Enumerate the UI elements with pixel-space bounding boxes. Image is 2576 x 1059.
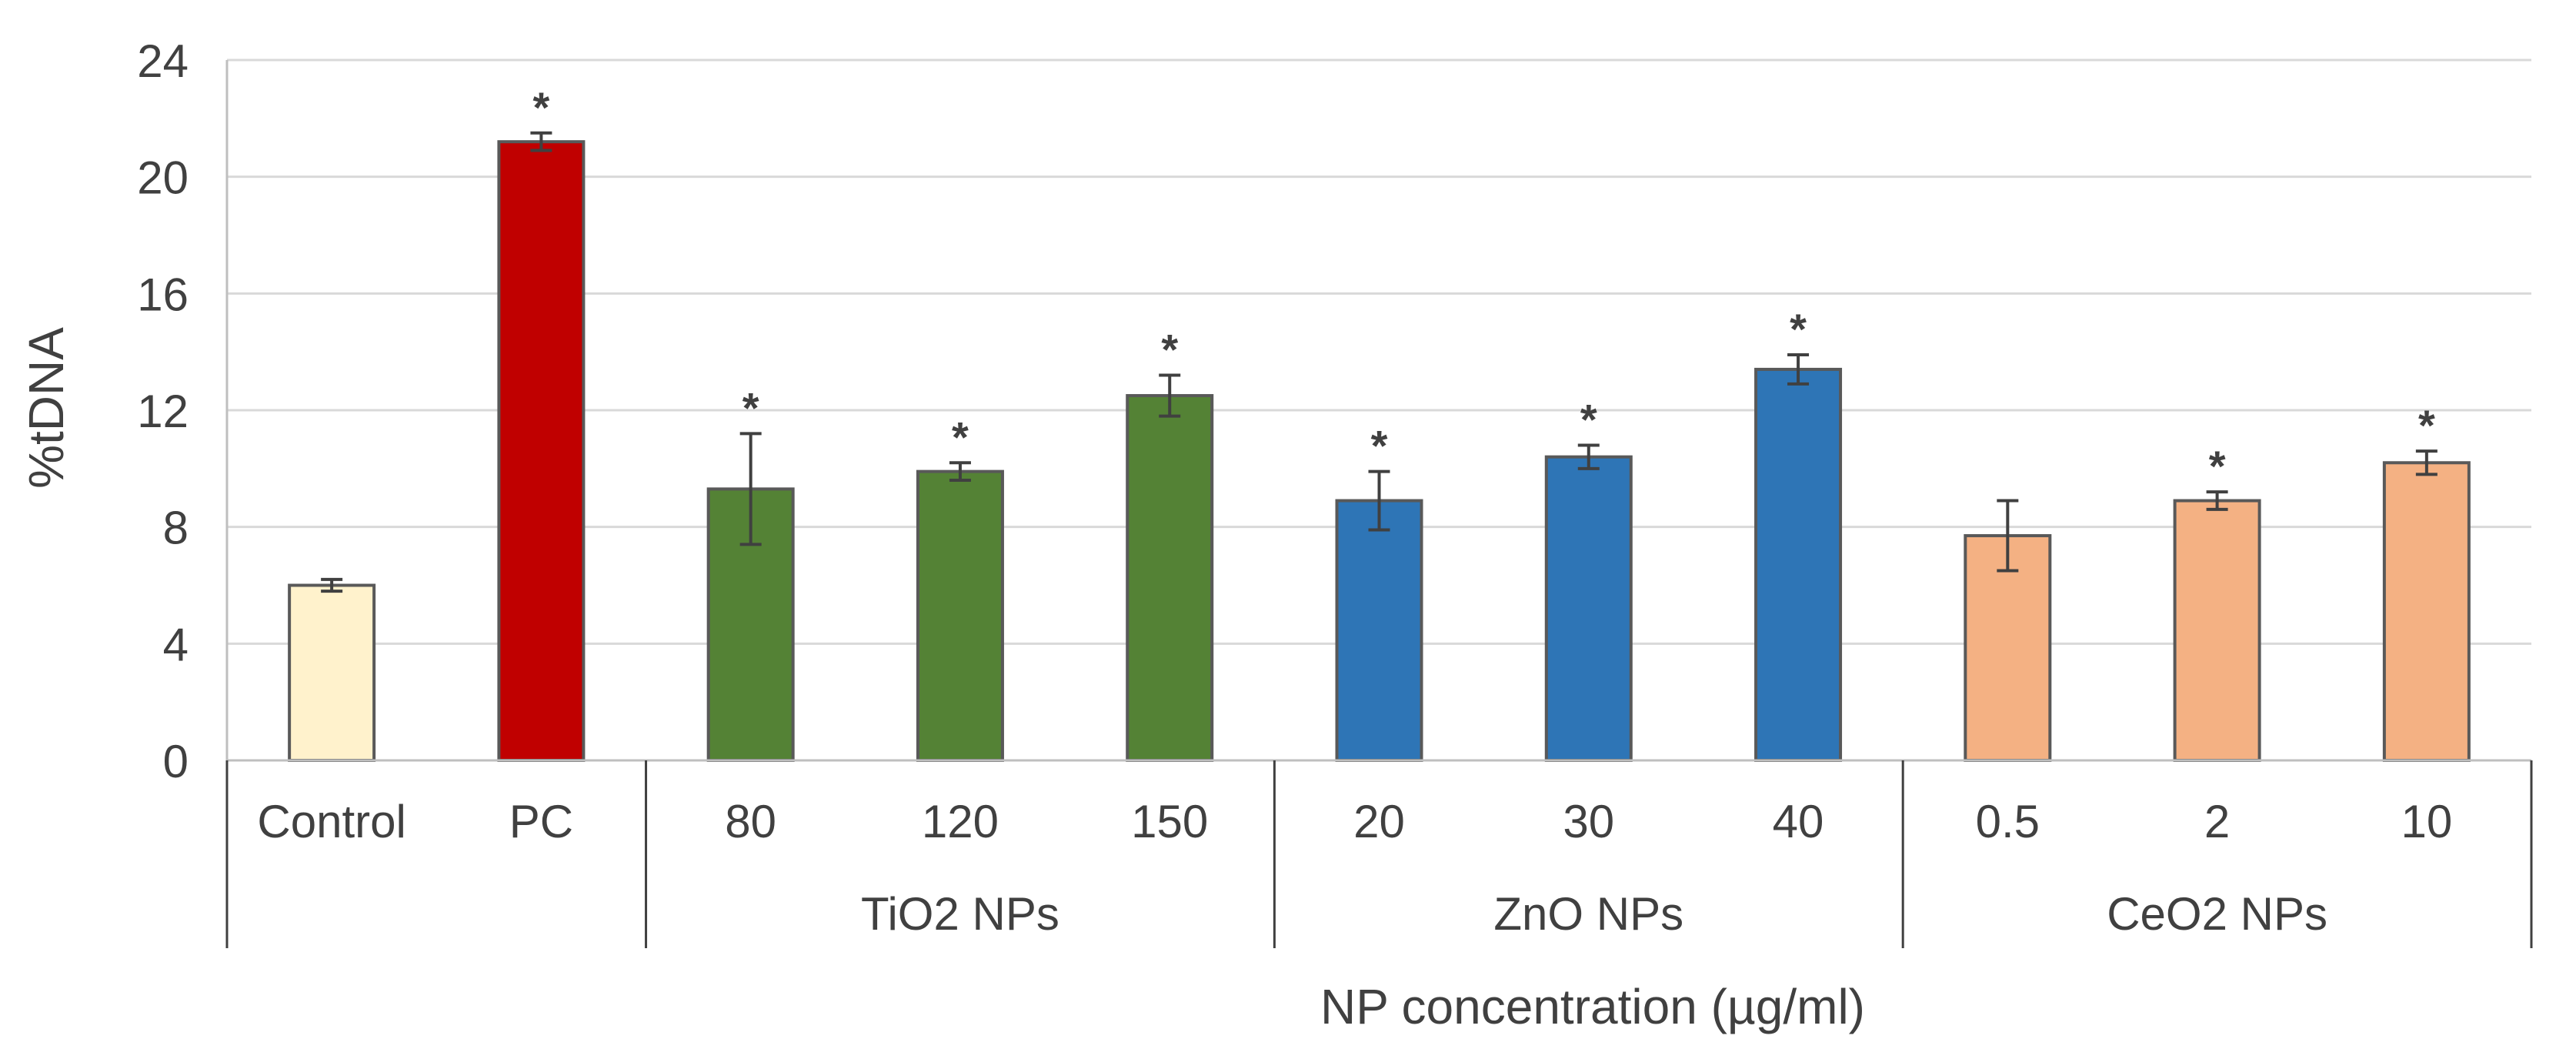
bars [288, 131, 2471, 763]
category-label: 20 [1353, 796, 1405, 847]
significance-marker: * [2418, 401, 2435, 449]
bar [2382, 461, 2471, 762]
y-tick-label: 8 [163, 503, 189, 554]
bar [1126, 394, 1214, 763]
bar [1964, 534, 2052, 763]
category-label: 0.5 [1976, 796, 2040, 847]
category-label: 10 [2401, 796, 2452, 847]
category-label: 40 [1773, 796, 1824, 847]
bar [2173, 499, 2261, 763]
significance-marker: * [533, 83, 550, 132]
y-tick-label: 20 [137, 152, 189, 204]
bar [497, 140, 586, 762]
x-axis-label: NP concentration (µg/ml) [1320, 979, 1865, 1034]
category-label: 80 [725, 796, 776, 847]
significance-marker: * [1580, 396, 1597, 444]
y-axis-label: %tDNA [18, 327, 74, 489]
group-label: CeO2 NPs [2107, 888, 2327, 940]
significance-marker: * [1161, 326, 1178, 374]
gridlines [227, 58, 2531, 645]
significance-marker: * [2209, 442, 2226, 490]
y-tick-label: 24 [137, 35, 189, 87]
category-label: 120 [922, 796, 999, 847]
y-tick-label: 0 [163, 736, 189, 787]
category-label: 30 [1563, 796, 1614, 847]
bar [1754, 367, 1843, 762]
bar [1335, 499, 1423, 763]
category-label: Control [257, 796, 405, 847]
y-tick-label: 4 [163, 619, 189, 670]
significance-marker: * [1790, 305, 1807, 353]
category-label: 2 [2204, 796, 2230, 847]
axes [225, 60, 2533, 948]
group-label: TiO2 NPs [861, 888, 1059, 940]
category-label: PC [509, 796, 573, 847]
y-tick-label: 12 [137, 386, 189, 437]
bar [916, 469, 1004, 762]
y-tick-label: 16 [137, 269, 189, 320]
significance-marker: * [742, 383, 759, 432]
group-label: ZnO NPs [1493, 888, 1683, 940]
bar [1544, 455, 1633, 763]
significance-marker: * [1371, 422, 1388, 470]
category-label: 150 [1131, 796, 1208, 847]
bar [288, 583, 376, 762]
labels: 0 4 8 12 16 20 24 Control * PC * 80 * 120 * 150 * 20 * 30 * 4… [137, 35, 2452, 940]
significance-marker: * [952, 413, 969, 461]
